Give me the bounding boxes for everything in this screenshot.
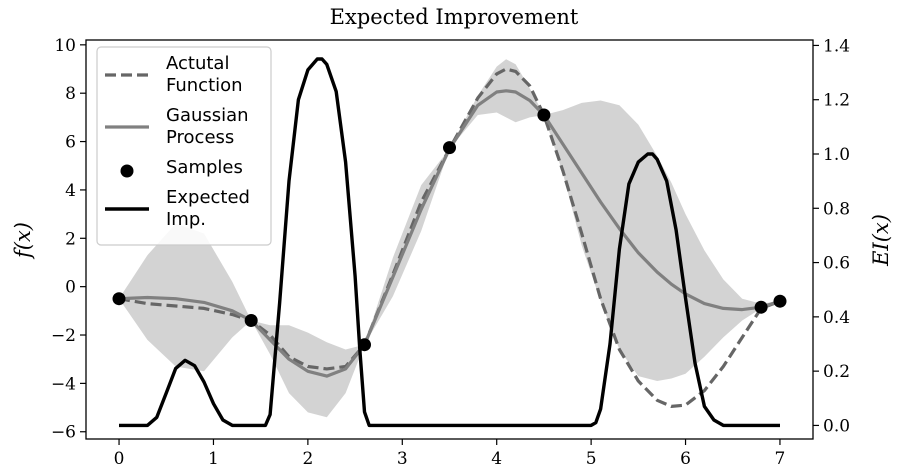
y-tick-label: −4 bbox=[51, 374, 76, 394]
actual-line bbox=[118, 67, 781, 408]
y2-tick-label: 0.6 bbox=[823, 254, 850, 274]
y-tick-label: 10 bbox=[54, 36, 76, 56]
y2-tick-label: 0.8 bbox=[823, 199, 850, 219]
legend-actual-label: Function bbox=[166, 75, 243, 96]
x-tick-label: 4 bbox=[491, 449, 502, 469]
x-tick-label: 2 bbox=[302, 449, 313, 469]
sample-point bbox=[112, 292, 126, 306]
x-tick-label: 6 bbox=[680, 449, 691, 469]
y2-tick-label: 0.0 bbox=[823, 416, 850, 436]
sample-point bbox=[537, 108, 551, 122]
ei-line bbox=[119, 57, 780, 428]
y2-tick-label: 1.0 bbox=[823, 145, 850, 165]
y-tick-label: 4 bbox=[65, 181, 76, 201]
y-tick-label: −6 bbox=[51, 423, 76, 443]
y-tick-label: 0 bbox=[65, 278, 76, 298]
sample-point bbox=[773, 294, 787, 308]
sample-point bbox=[244, 314, 258, 327]
x-tick-label: 0 bbox=[114, 449, 125, 469]
y2-tick-label: 1.4 bbox=[823, 36, 850, 56]
legend-box bbox=[96, 46, 272, 246]
axes: 0 1 2 3 4 5 6 7 −6 −4 −2 0 2 4 6 8 10 0.0 0.2 0.4 0.6 0.8 1.0 1… bbox=[51, 36, 850, 469]
y-tick-label: 2 bbox=[65, 229, 76, 249]
sample-point bbox=[358, 338, 371, 352]
legend-ei-label: Expected bbox=[166, 187, 250, 208]
legend-gp-label: Gaussian bbox=[166, 105, 249, 126]
gp-line bbox=[118, 89, 781, 378]
x-tick-label: 1 bbox=[208, 449, 219, 469]
legend-ei-label: Imp. bbox=[166, 209, 206, 230]
y2-tick-label: 0.2 bbox=[823, 362, 850, 382]
chart-title: Expected Improvement bbox=[330, 5, 579, 29]
legend-samples-label: Samples bbox=[166, 157, 243, 178]
y-tick-label: 6 bbox=[65, 133, 76, 153]
y2-axis-label: EI(x) bbox=[869, 214, 893, 267]
legend-actual-label: Actutal bbox=[166, 53, 229, 74]
x-tick-label: 7 bbox=[775, 449, 786, 469]
y2-tick-label: 1.2 bbox=[823, 91, 850, 111]
legend-gp-label: Process bbox=[166, 127, 234, 148]
sample-point bbox=[443, 141, 456, 155]
x-tick-label: 5 bbox=[586, 449, 597, 469]
y2-tick-label: 0.4 bbox=[823, 308, 850, 328]
y-tick-label: 8 bbox=[65, 84, 76, 104]
x-tick-label: 3 bbox=[397, 449, 408, 469]
y-axis-label: f(x) bbox=[11, 222, 35, 260]
confidence-band bbox=[119, 59, 780, 418]
y-tick-label: −2 bbox=[51, 326, 76, 346]
plot-area bbox=[112, 57, 787, 428]
legend-sample-marker bbox=[120, 164, 134, 178]
sample-point bbox=[754, 300, 768, 314]
plot-frame bbox=[85, 39, 814, 440]
